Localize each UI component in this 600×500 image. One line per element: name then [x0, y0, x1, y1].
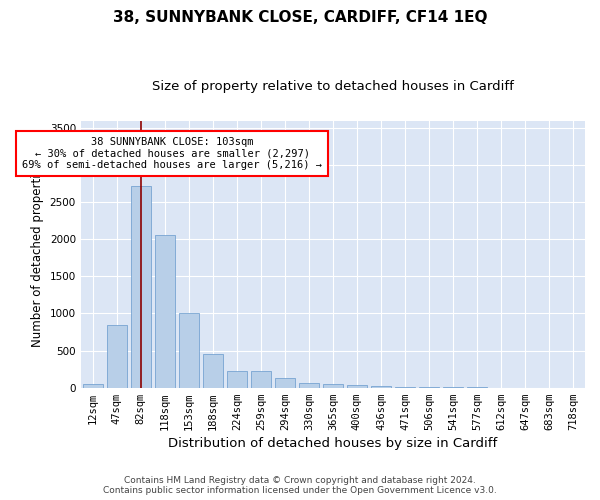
Text: Contains HM Land Registry data © Crown copyright and database right 2024.
Contai: Contains HM Land Registry data © Crown c…: [103, 476, 497, 495]
Bar: [299, 383, 319, 388]
Bar: [83, 384, 103, 388]
Bar: [275, 378, 295, 388]
Bar: [155, 235, 175, 388]
Bar: [203, 354, 223, 388]
Text: 38 SUNNYBANK CLOSE: 103sqm
← 30% of detached houses are smaller (2,297)
69% of s: 38 SUNNYBANK CLOSE: 103sqm ← 30% of deta…: [22, 137, 322, 170]
Title: Size of property relative to detached houses in Cardiff: Size of property relative to detached ho…: [152, 80, 514, 93]
Bar: [323, 384, 343, 388]
Bar: [227, 371, 247, 388]
Bar: [251, 371, 271, 388]
Bar: [179, 312, 199, 388]
Bar: [371, 386, 391, 388]
Y-axis label: Number of detached properties: Number of detached properties: [31, 161, 44, 347]
Text: 38, SUNNYBANK CLOSE, CARDIFF, CF14 1EQ: 38, SUNNYBANK CLOSE, CARDIFF, CF14 1EQ: [113, 10, 487, 25]
Bar: [347, 386, 367, 388]
Bar: [107, 324, 127, 388]
Bar: [131, 186, 151, 388]
Bar: [395, 387, 415, 388]
X-axis label: Distribution of detached houses by size in Cardiff: Distribution of detached houses by size …: [169, 437, 497, 450]
